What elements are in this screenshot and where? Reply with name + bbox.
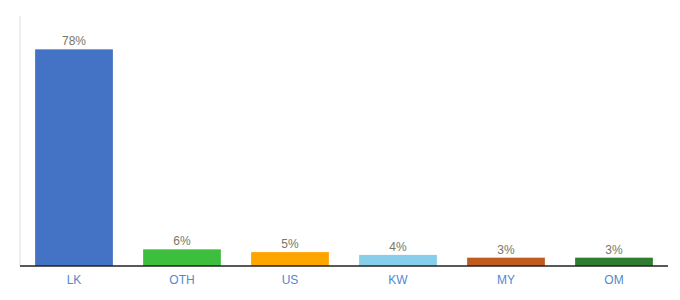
chart-container: 78% 6% 5% 4% 3% 3% LK OTH US KW MY OM xyxy=(0,0,680,300)
bar xyxy=(359,255,437,266)
bar xyxy=(143,249,221,266)
x-tick-label: OTH xyxy=(169,273,194,287)
bar xyxy=(467,258,545,266)
data-label: 6% xyxy=(173,234,191,248)
x-tick-label: KW xyxy=(388,273,408,287)
page: {"chart_data": {"type": "bar", "categori… xyxy=(0,0,680,300)
data-label: 3% xyxy=(497,243,515,257)
data-label: 78% xyxy=(62,34,86,48)
data-label: 4% xyxy=(389,240,407,254)
x-tick-label: MY xyxy=(497,273,515,287)
data-labels: 78% 6% 5% 4% 3% 3% xyxy=(62,34,623,256)
bar xyxy=(35,49,113,266)
data-label: 3% xyxy=(605,243,623,257)
x-axis-line xyxy=(20,265,668,267)
x-tick-label: OM xyxy=(604,273,623,287)
bars xyxy=(35,49,653,266)
x-tick-label: US xyxy=(282,273,299,287)
x-tick-label: LK xyxy=(67,273,82,287)
bar xyxy=(575,258,653,266)
chart: 78% 6% 5% 4% 3% 3% LK OTH US KW MY OM xyxy=(0,0,680,300)
y-axis-line xyxy=(20,16,21,266)
x-tick-labels: LK OTH US KW MY OM xyxy=(67,273,624,287)
data-label: 5% xyxy=(281,237,299,251)
bar xyxy=(251,252,329,266)
